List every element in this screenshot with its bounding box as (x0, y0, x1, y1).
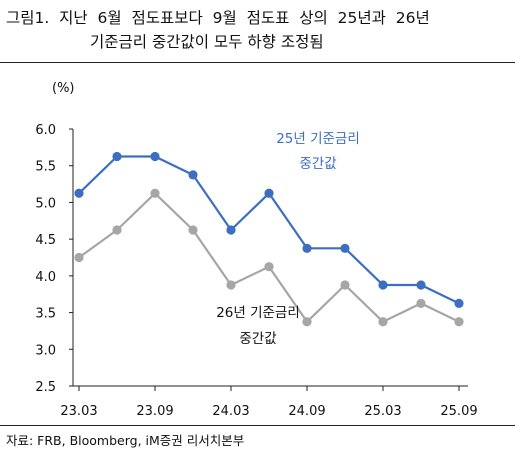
title-rule (0, 62, 515, 63)
x-tick-label: 25.03 (364, 404, 401, 419)
data-point (74, 252, 84, 263)
series-line (78, 155, 460, 305)
data-point (264, 262, 274, 272)
x-tick-label: 24.03 (212, 404, 249, 419)
x-tick-label: 24.09 (288, 404, 325, 419)
y-tick-label: 5.0 (35, 196, 56, 211)
x-tick-label: 23.03 (60, 404, 97, 419)
series-label-25-line2: 중간값 (299, 156, 336, 172)
data-point (74, 188, 84, 198)
series-label-25: 25년 기준금리 (276, 131, 360, 147)
y-tick-label: 5.5 (35, 160, 56, 175)
y-tick-label: 3.0 (35, 343, 56, 358)
figure-title-line-1: 그림1. 지난 6월 점도표보다 9월 점도표 상의 25년과 26년 (6, 9, 430, 27)
data-point (340, 280, 350, 290)
y-tick-label: 3.5 (35, 307, 56, 322)
data-point (378, 280, 388, 290)
series-label-26-line2: 중간값 (239, 331, 276, 347)
y-tick-label: 2.5 (35, 380, 56, 395)
y-axis-unit-label: (%) (52, 81, 75, 96)
y-tick-label: 4.5 (35, 233, 56, 248)
series-line (78, 192, 460, 323)
data-point (188, 170, 198, 180)
data-point (302, 317, 312, 327)
x-tick-label: 23.09 (136, 404, 173, 419)
data-point (340, 243, 350, 253)
x-tick-label: 25.09 (440, 404, 477, 419)
figure-title: 그림1. 지난 6월 점도표보다 9월 점도표 상의 25년과 26년 기준금리… (6, 6, 509, 54)
data-point (302, 243, 312, 253)
data-point (416, 298, 426, 308)
y-tick-label: 6.0 (35, 123, 56, 138)
figure-title-line-2: 기준금리 중간값이 모두 하향 조정됨 (90, 33, 324, 51)
data-point (112, 225, 122, 235)
data-point (226, 225, 236, 235)
data-point (416, 280, 426, 290)
series-label-26: 26년 기준금리 (216, 305, 300, 321)
data-point (378, 317, 388, 327)
data-point (454, 317, 464, 327)
data-point (112, 151, 122, 162)
source-note: 자료: FRB, Bloomberg, iM증권 리서치본부 (6, 433, 245, 448)
y-tick-label: 4.0 (35, 270, 56, 285)
data-point (264, 188, 274, 198)
data-point (226, 280, 236, 290)
data-point (150, 151, 160, 162)
data-point (188, 225, 198, 235)
source-rule (0, 425, 515, 426)
data-point (454, 298, 464, 308)
data-point (150, 188, 160, 198)
